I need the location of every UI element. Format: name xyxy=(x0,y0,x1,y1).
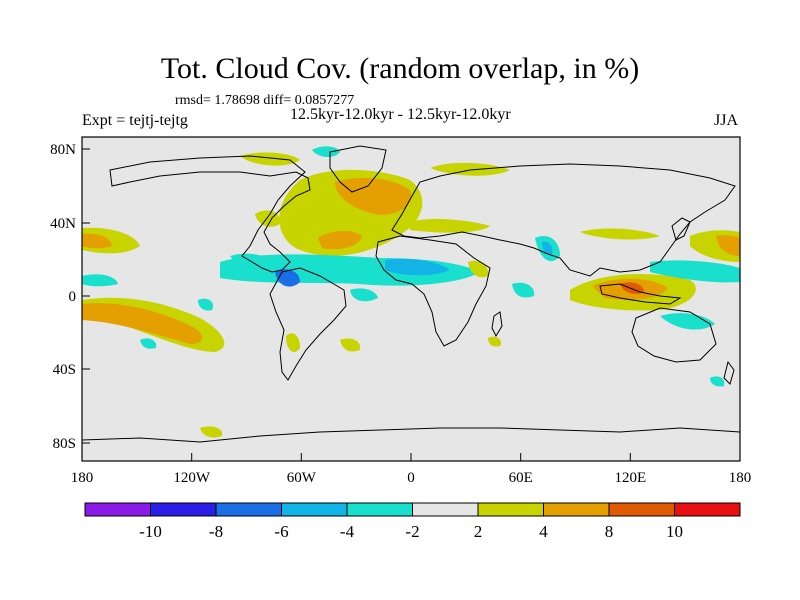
anomaly-tropical-atlantic-deep xyxy=(385,258,450,276)
x-tick-label: 180 xyxy=(729,470,752,486)
x-tick-label: 120E xyxy=(614,470,646,486)
coastline-africa xyxy=(375,235,491,347)
anomaly-arctic-negative xyxy=(312,146,340,157)
colorbar-box xyxy=(216,503,282,516)
colorbar-label: -10 xyxy=(139,522,162,541)
coastline-indonesia xyxy=(599,283,682,305)
colorbar-box xyxy=(478,503,544,516)
anomaly-equatorial-pacific-negative xyxy=(82,274,118,287)
anomaly-north-pacific-strong xyxy=(716,235,740,256)
y-tick-label: 40N xyxy=(50,216,76,232)
anomaly-north-atlantic-strong xyxy=(335,177,411,215)
anomaly-south-atlantic-negative xyxy=(350,288,378,302)
colorbar-box xyxy=(543,503,609,516)
anomaly-east-africa-positive xyxy=(468,260,489,278)
y-tick-label: 80N xyxy=(50,142,76,158)
colorbar-box xyxy=(150,503,216,516)
y-tick-label: 0 xyxy=(69,289,77,305)
coastline-japan xyxy=(671,217,691,241)
anomaly-indian-ocean-negative xyxy=(512,282,535,298)
anomaly-siberia-positive xyxy=(430,162,510,176)
x-axis-labels: 180 120W 60W 0 60E 120E 180 xyxy=(71,470,752,486)
anomaly-central-pacific-negative xyxy=(198,298,214,311)
map-title: Tot. Cloud Cov. (random overlap, in %) xyxy=(160,52,640,85)
y-tick-label: 80S xyxy=(53,436,76,452)
colorbar-box xyxy=(85,503,151,516)
coastline-north-america xyxy=(109,155,311,273)
coastlines xyxy=(82,145,740,443)
colorbar-label: 8 xyxy=(605,522,614,541)
anomaly-west-pacific-negative xyxy=(650,260,740,283)
anomaly-west-pacific-left-strong xyxy=(82,233,112,249)
anomaly-fields xyxy=(82,146,740,438)
anomaly-mediterranean-positive xyxy=(410,219,490,233)
coastline-south-america xyxy=(269,267,347,381)
rmsd-diff-label: rmsd= 1.78698 diff= 0.0857277 xyxy=(175,93,355,108)
anomaly-southern-ocean-positive xyxy=(340,338,361,352)
season-label: JJA xyxy=(714,112,739,129)
coastline-new-zealand xyxy=(723,360,735,385)
coastline-madagascar xyxy=(491,311,503,338)
colorbar xyxy=(84,502,741,517)
colorbar-label: -8 xyxy=(209,522,223,541)
colorbar-box xyxy=(609,503,675,516)
anomaly-arctic-positive xyxy=(240,152,300,166)
colorbar-box xyxy=(412,503,478,516)
colorbar-label: -2 xyxy=(405,522,419,541)
colorbar-label: 10 xyxy=(666,522,683,541)
anomaly-south-pacific-strong xyxy=(82,303,203,344)
anomaly-east-pacific-negative xyxy=(230,253,280,270)
coastline-antarctica xyxy=(82,427,740,443)
colorbar-labels: -10 -8 -6 -4 -2 2 4 8 10 xyxy=(139,522,683,541)
anomaly-arabia-deep xyxy=(542,241,553,255)
coastline-europe-asia xyxy=(391,163,736,277)
anomaly-south-america-positive xyxy=(286,333,300,352)
anomaly-kuroshio-positive xyxy=(580,228,660,240)
anomaly-north-australia-negative xyxy=(660,313,715,330)
colorbar-box xyxy=(674,503,740,516)
anomaly-mid-atlantic-strong xyxy=(318,230,362,250)
coastline-greenland xyxy=(329,145,387,193)
colorbar-box xyxy=(347,503,413,516)
anomaly-australia-southeast-negative xyxy=(710,376,725,387)
anomaly-madagascar-positive xyxy=(488,336,502,347)
x-tick-label: 180 xyxy=(71,470,94,486)
y-axis-labels: 80N 40N 0 40S 80S xyxy=(50,142,76,452)
x-tick-label: 60E xyxy=(509,470,533,486)
colorbar-label: 2 xyxy=(474,522,483,541)
period-label: 12.5kyr-12.0kyr - 12.5kyr-12.0kyr xyxy=(290,106,511,123)
colorbar-label: -6 xyxy=(274,522,288,541)
colorbar-label: -4 xyxy=(340,522,355,541)
experiment-label: Expt = tejtj-tejtg xyxy=(82,112,188,129)
y-tick-label: 40S xyxy=(53,362,76,378)
x-tick-label: 120W xyxy=(173,470,211,486)
colorbar-box xyxy=(281,503,347,516)
coastline-australia xyxy=(631,307,717,363)
colorbar-label: 4 xyxy=(539,522,548,541)
anomaly-north-america-positive xyxy=(255,210,281,227)
tick-marks xyxy=(81,148,741,461)
x-tick-label: 0 xyxy=(407,470,415,486)
x-tick-label: 60W xyxy=(287,470,317,486)
anomaly-antarctic-positive xyxy=(200,426,223,438)
anomaly-south-pacific-negative xyxy=(140,338,157,349)
